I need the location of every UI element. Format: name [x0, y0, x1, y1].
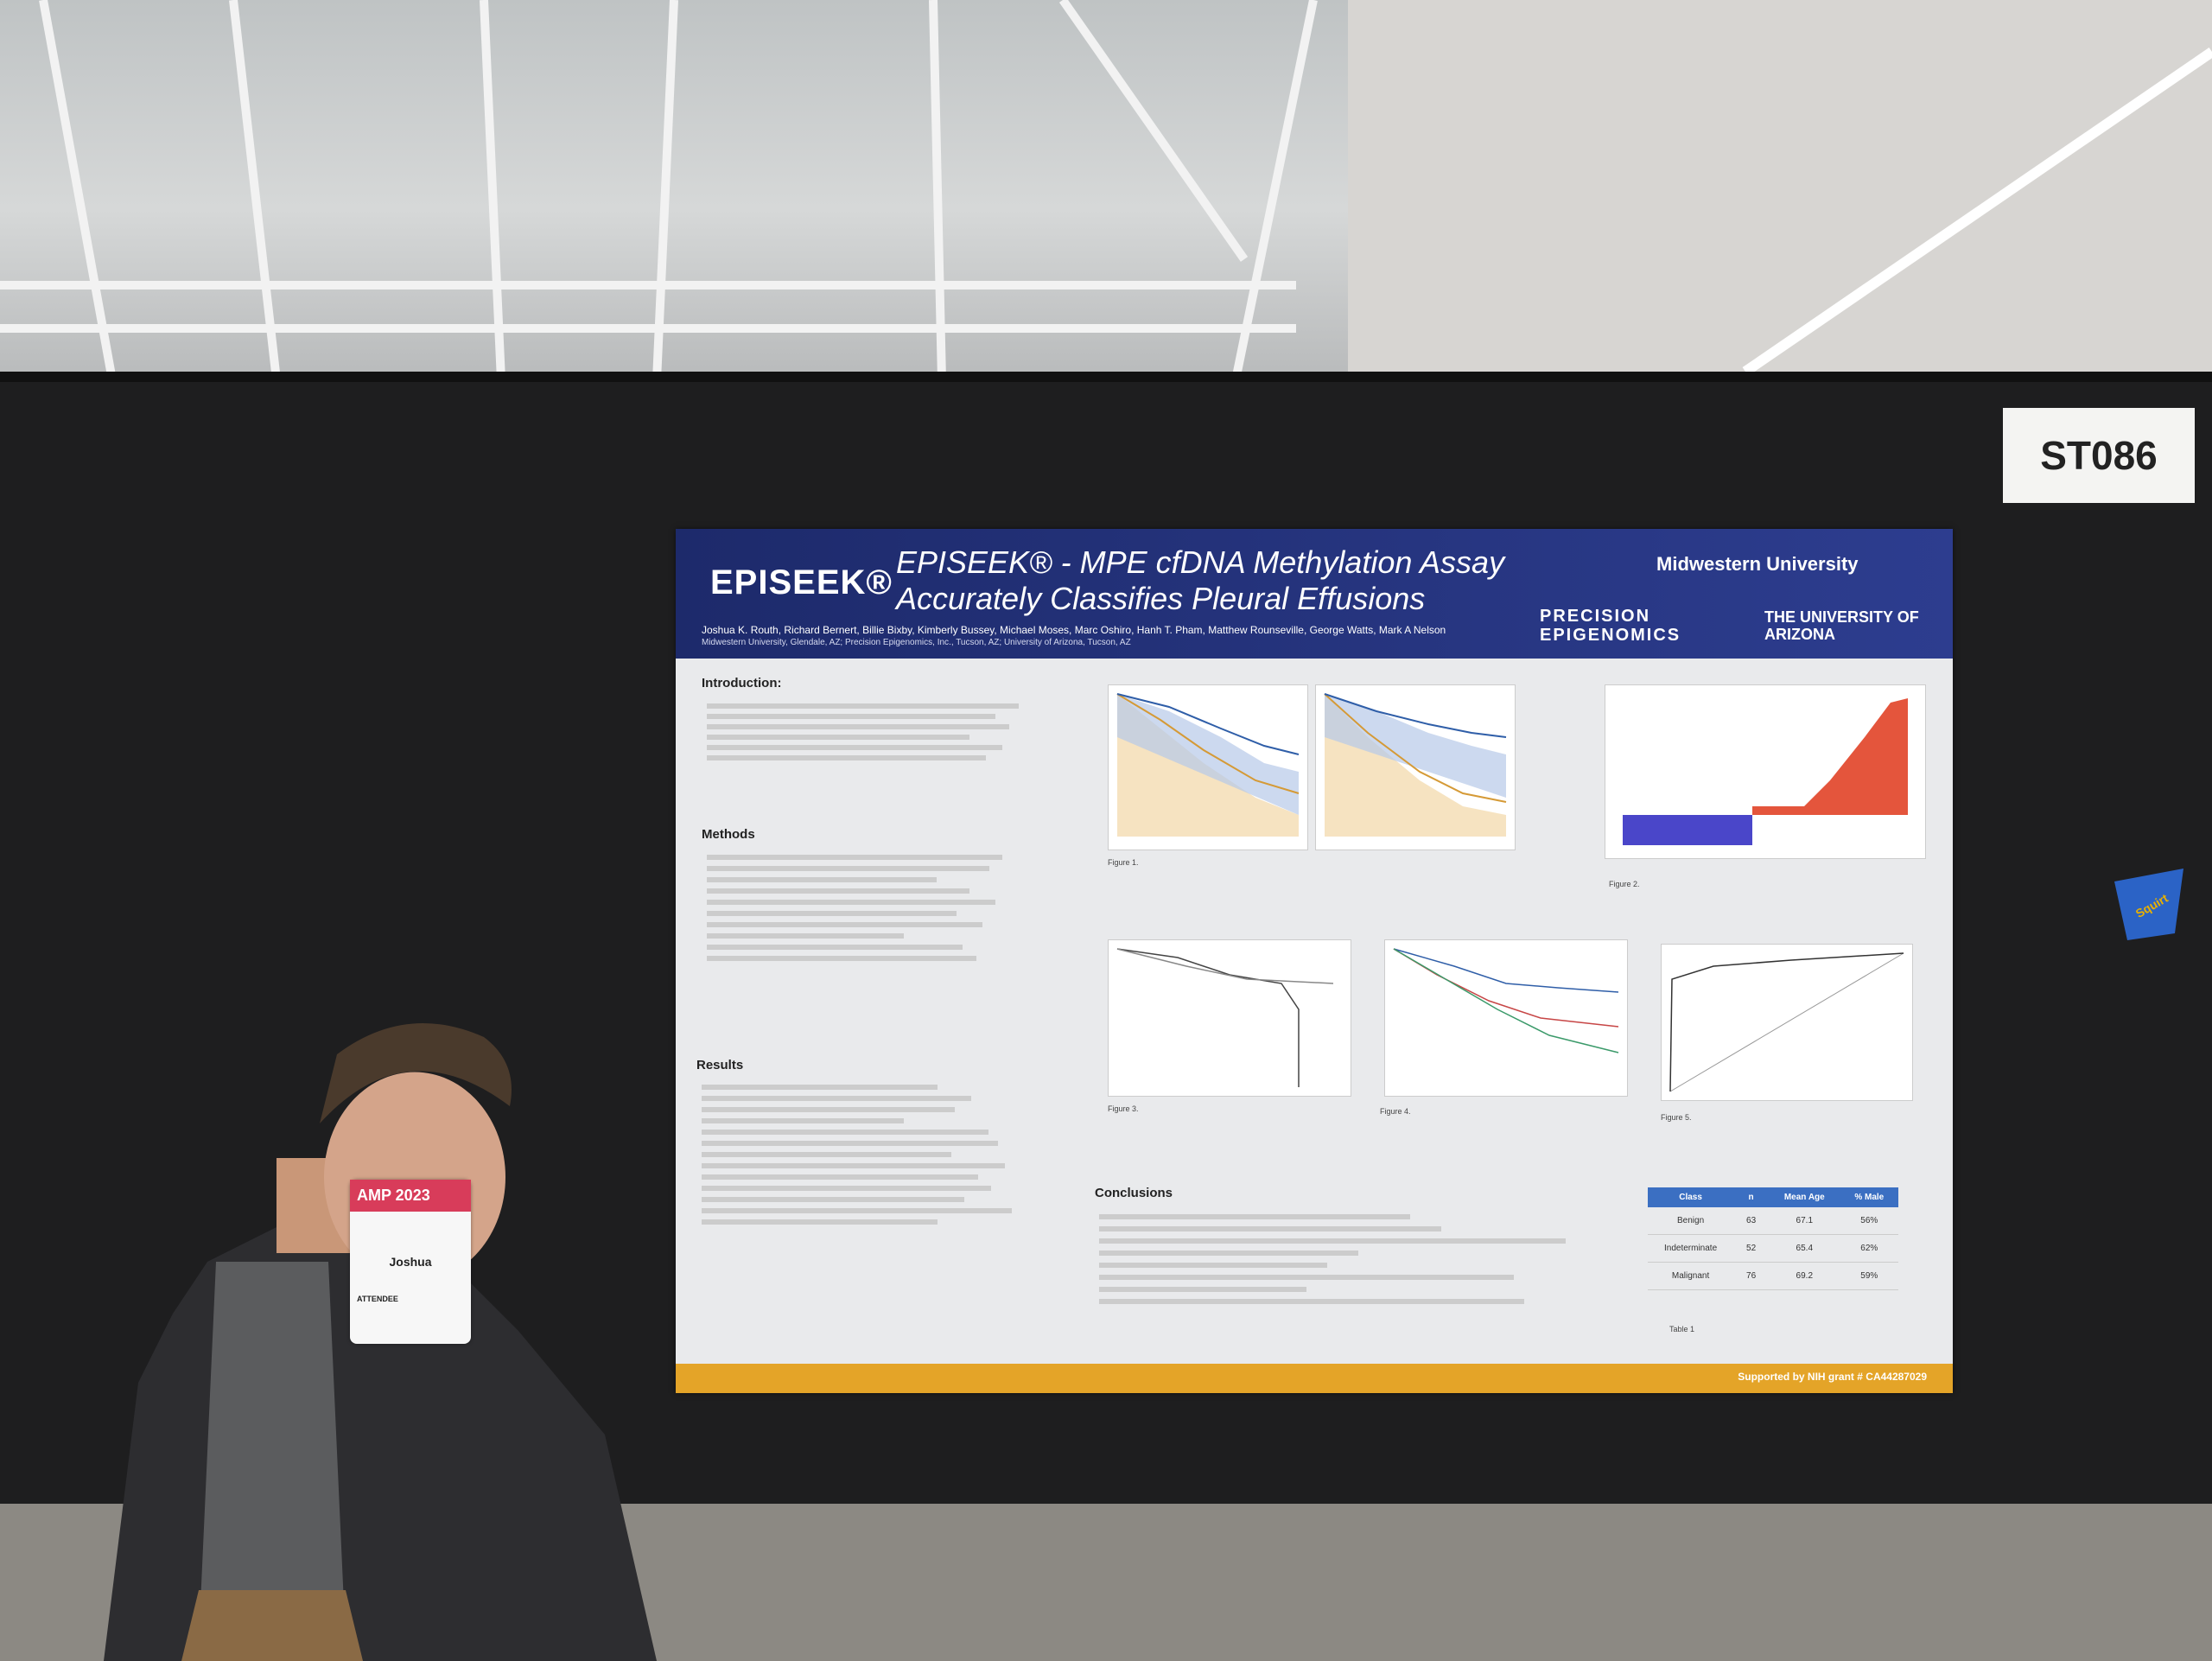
poster-affiliations: Midwestern University, Glendale, AZ; Pre…: [702, 638, 1131, 647]
poster-title-line2: Accurately Classifies Pleural Effusions: [896, 581, 1426, 616]
figure2-methylation-score-plot: [1605, 684, 1926, 859]
poster-footer-text: Supported by NIH grant # CA44287029: [1738, 1371, 1927, 1383]
presenter-person: [104, 1023, 657, 1661]
table-cell: 56%: [1840, 1207, 1898, 1235]
table-cell: 52: [1733, 1234, 1770, 1263]
booth-number-sign: ST086: [2003, 408, 2195, 503]
table-cell: Indeterminate: [1648, 1234, 1734, 1263]
poster-header: EPISEEK® EPISEEK® - MPE cfDNA Methylatio…: [676, 529, 1953, 659]
poster-footer-bar: [676, 1364, 1953, 1393]
table-cell: 65.4: [1769, 1234, 1840, 1263]
section-methods: Methods: [702, 827, 755, 842]
conclusions-text-block: [1099, 1207, 1618, 1311]
badge-role: ATTENDEE: [357, 1295, 398, 1303]
figure5-roc-curve: [1661, 944, 1913, 1101]
section-introduction: Introduction:: [702, 676, 782, 690]
intro-text-block: [707, 698, 1035, 766]
table-header-n: n: [1733, 1187, 1770, 1207]
figure3-caption: Figure 3.: [1108, 1104, 1139, 1113]
table-cell: 67.1: [1769, 1207, 1840, 1235]
squirt-cup: [2114, 869, 2183, 940]
figure2-caption: Figure 2.: [1609, 880, 1640, 888]
section-results: Results: [696, 1058, 744, 1072]
institution-precision-epigenomics: PRECISION EPIGENOMICS: [1540, 607, 1681, 645]
table-cell: 59%: [1840, 1262, 1898, 1290]
poster-title-line1: EPISEEK® - MPE cfDNA Methylation Assay: [896, 544, 1505, 580]
section-conclusions: Conclusions: [1095, 1186, 1173, 1200]
figure1-caption: Figure 1.: [1108, 858, 1139, 867]
table-cell: 62%: [1840, 1234, 1898, 1263]
table-header-percent-male: % Male: [1840, 1187, 1898, 1207]
ceiling: [0, 0, 2212, 380]
table-cell: 76: [1733, 1262, 1770, 1290]
demographics-table: Class n Mean Age % Male Benign 63 67.1 5…: [1648, 1187, 1898, 1290]
figure4-caption: Figure 4.: [1380, 1107, 1411, 1116]
table-cell: 69.2: [1769, 1262, 1840, 1290]
figure5-caption: Figure 5.: [1661, 1113, 1692, 1122]
figure4-km-plot: [1384, 939, 1628, 1097]
table-cell: 63: [1733, 1207, 1770, 1235]
results-text-block: [702, 1079, 1039, 1231]
badge-name: Joshua: [389, 1255, 432, 1269]
table-row: Benign 63 67.1 56%: [1648, 1207, 1898, 1235]
institution-midwestern: Midwestern University: [1656, 553, 1859, 575]
table1-caption: Table 1: [1669, 1325, 1695, 1333]
badge-event: AMP 2023: [350, 1180, 471, 1212]
table-row: Indeterminate 52 65.4 62%: [1648, 1234, 1898, 1263]
attendee-badge: AMP 2023 Joshua ATTENDEE: [350, 1180, 471, 1344]
figure1-right-km-plot: [1315, 684, 1516, 850]
table-cell: Malignant: [1648, 1262, 1734, 1290]
table-header-class: Class: [1648, 1187, 1734, 1207]
poster-authors: Joshua K. Routh, Richard Bernert, Billie…: [702, 624, 1446, 636]
table-header-mean-age: Mean Age: [1769, 1187, 1840, 1207]
figure1-left-km-plot: [1108, 684, 1308, 850]
methods-text-block: [707, 849, 1035, 967]
table-row: Malignant 76 69.2 59%: [1648, 1262, 1898, 1290]
research-poster: EPISEEK® EPISEEK® - MPE cfDNA Methylatio…: [676, 529, 1953, 1393]
episeek-logo: EPISEEK®: [710, 563, 893, 601]
figure3-km-plot: [1108, 939, 1351, 1097]
ceiling-truss: [0, 0, 2212, 380]
table-cell: Benign: [1648, 1207, 1734, 1235]
institution-university-of-arizona: THE UNIVERSITY OF ARIZONA: [1764, 608, 1919, 643]
